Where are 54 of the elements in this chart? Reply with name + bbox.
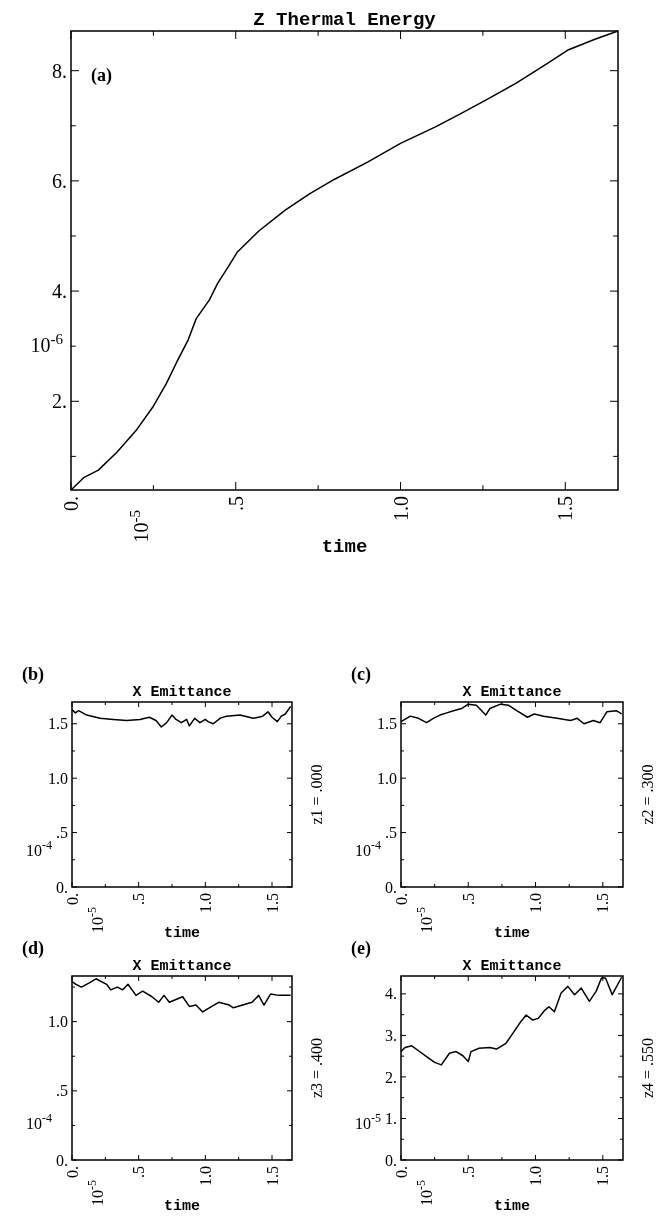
x-tick-label: .5: [130, 1166, 148, 1178]
x-tick-label: .5: [130, 893, 148, 905]
y-tick-label: 8.: [52, 59, 67, 82]
x-axis-title: time: [493, 925, 531, 942]
annotation: (a): [91, 65, 112, 86]
x-axis-title: time: [321, 536, 368, 558]
x-tick-label: 1.5: [594, 893, 612, 913]
x-axis-title: time: [493, 1198, 531, 1215]
text: z3 = .400: [308, 1037, 325, 1099]
chart-title: X Emittance: [132, 958, 232, 975]
y-tick-label: .5: [56, 1082, 68, 1100]
text: z1 = .000: [308, 764, 325, 825]
y-tick-label: 1.: [385, 1110, 397, 1128]
x-tick-label: 1.5: [594, 1166, 612, 1186]
y-axis-title: 10$^{-4}$: [26, 837, 52, 859]
y-tick-label: .5: [385, 824, 397, 842]
x-tick-label: .5: [459, 893, 477, 905]
y-axis-title: 10$^{-4}$: [355, 837, 381, 859]
text: (c): [351, 664, 371, 685]
chart-title: X Emittance: [462, 958, 562, 975]
x-tick-label: .5: [224, 496, 247, 511]
y-tick-label: 1.0: [48, 1013, 68, 1031]
text: (d): [22, 938, 44, 959]
chart-title: X Emittance: [462, 684, 562, 701]
x-tick-label: 1.0: [196, 893, 214, 913]
x-axis-title: time: [163, 925, 201, 942]
text: z4 = .550: [639, 1037, 656, 1099]
x-tick-label: 1.5: [554, 496, 577, 521]
text: z2 = .300: [639, 764, 656, 825]
x-tick-label: 1.0: [196, 1166, 214, 1186]
y-tick-label: 4.: [385, 985, 397, 1003]
y-tick-label: 1.5: [377, 715, 397, 733]
y-axis-title: 10$^{-6}$: [30, 331, 64, 357]
x-axis-title: time: [163, 1198, 201, 1215]
text: (b): [22, 664, 44, 685]
y-tick-label: 1.0: [48, 769, 68, 787]
y-axis-title: 10$^{-5}$: [355, 1110, 381, 1132]
y-tick-label: 2.: [385, 1068, 397, 1086]
y-tick-label: 2.: [52, 390, 67, 413]
y-tick-label: 4.: [52, 280, 67, 303]
x-tick-label: .5: [459, 1166, 477, 1178]
y-tick-label: 1.5: [48, 715, 68, 733]
chart-title: Z Thermal Energy: [253, 9, 437, 31]
y-tick-label: 1.0: [377, 769, 397, 787]
y-tick-label: 6.: [52, 169, 67, 192]
y-tick-label: 3.: [385, 1026, 397, 1044]
chart-title: X Emittance: [132, 684, 232, 701]
y-axis-title: 10$^{-4}$: [26, 1110, 52, 1132]
x-tick-label: 1.0: [527, 1166, 545, 1186]
x-tick-label: 1.0: [527, 893, 545, 913]
y-tick-label: .5: [56, 824, 68, 842]
x-tick-label: 1.5: [263, 893, 281, 913]
text: (e): [351, 938, 371, 959]
x-tick-label: 1.5: [263, 1166, 281, 1186]
